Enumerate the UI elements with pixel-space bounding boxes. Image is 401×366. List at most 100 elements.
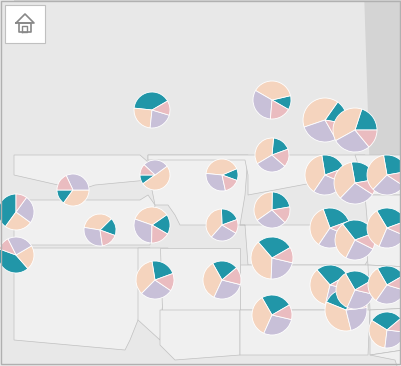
Polygon shape <box>239 310 369 355</box>
Wedge shape <box>324 168 344 183</box>
Wedge shape <box>354 109 376 130</box>
Wedge shape <box>221 209 237 225</box>
Wedge shape <box>0 249 28 273</box>
Wedge shape <box>134 219 152 243</box>
Wedge shape <box>16 197 34 223</box>
Wedge shape <box>135 207 166 225</box>
Wedge shape <box>333 162 354 198</box>
Wedge shape <box>57 176 73 190</box>
Wedge shape <box>384 330 401 348</box>
Wedge shape <box>252 90 271 119</box>
Wedge shape <box>324 120 346 139</box>
Wedge shape <box>354 233 374 249</box>
Wedge shape <box>386 172 401 186</box>
Wedge shape <box>309 209 329 244</box>
Polygon shape <box>160 310 239 360</box>
Polygon shape <box>138 248 168 340</box>
Wedge shape <box>326 289 358 310</box>
Wedge shape <box>221 175 237 191</box>
Wedge shape <box>257 237 290 258</box>
Wedge shape <box>345 240 372 260</box>
Wedge shape <box>318 228 348 248</box>
Polygon shape <box>239 265 369 310</box>
Wedge shape <box>142 166 170 190</box>
Polygon shape <box>239 225 369 265</box>
Wedge shape <box>140 175 155 184</box>
Wedge shape <box>5 212 30 230</box>
Wedge shape <box>144 160 167 175</box>
Wedge shape <box>84 214 111 230</box>
Wedge shape <box>350 162 375 183</box>
Wedge shape <box>383 155 401 175</box>
Wedge shape <box>329 221 349 236</box>
Polygon shape <box>14 195 155 245</box>
Wedge shape <box>346 290 373 309</box>
Polygon shape <box>364 230 401 270</box>
Wedge shape <box>84 227 102 246</box>
Wedge shape <box>342 220 373 240</box>
Wedge shape <box>335 130 368 152</box>
Wedge shape <box>372 175 401 195</box>
Polygon shape <box>354 155 401 195</box>
Wedge shape <box>150 110 169 128</box>
Wedge shape <box>368 321 386 348</box>
Wedge shape <box>386 221 401 236</box>
Wedge shape <box>271 192 289 210</box>
Wedge shape <box>257 155 284 172</box>
Wedge shape <box>375 285 401 304</box>
Wedge shape <box>322 208 348 228</box>
Wedge shape <box>302 98 337 127</box>
Wedge shape <box>100 219 116 235</box>
Wedge shape <box>221 268 241 285</box>
Wedge shape <box>255 81 290 100</box>
Wedge shape <box>332 108 361 141</box>
Polygon shape <box>148 155 247 225</box>
Wedge shape <box>152 101 170 115</box>
Wedge shape <box>253 192 271 220</box>
Wedge shape <box>367 269 386 300</box>
Polygon shape <box>160 248 239 310</box>
Wedge shape <box>100 230 115 246</box>
Wedge shape <box>221 169 237 180</box>
Wedge shape <box>8 237 31 255</box>
Wedge shape <box>371 312 400 330</box>
Wedge shape <box>316 265 346 285</box>
Wedge shape <box>16 194 26 212</box>
Wedge shape <box>345 294 366 310</box>
Wedge shape <box>140 165 155 175</box>
Wedge shape <box>212 261 236 280</box>
Wedge shape <box>257 210 284 228</box>
Wedge shape <box>271 149 288 166</box>
Wedge shape <box>386 276 401 291</box>
Wedge shape <box>263 315 291 335</box>
Wedge shape <box>345 307 366 330</box>
Wedge shape <box>57 190 73 203</box>
Wedge shape <box>366 211 386 246</box>
Wedge shape <box>354 130 376 147</box>
Wedge shape <box>261 295 289 315</box>
Wedge shape <box>271 138 287 155</box>
Polygon shape <box>359 195 401 230</box>
Wedge shape <box>136 261 155 294</box>
Wedge shape <box>378 228 401 248</box>
Wedge shape <box>254 138 273 164</box>
Wedge shape <box>321 155 343 175</box>
Wedge shape <box>155 273 174 291</box>
Wedge shape <box>324 102 346 124</box>
Wedge shape <box>205 173 225 191</box>
Wedge shape <box>66 174 89 190</box>
Wedge shape <box>309 270 329 305</box>
Wedge shape <box>63 190 89 206</box>
Polygon shape <box>14 0 401 155</box>
Wedge shape <box>134 108 152 128</box>
Wedge shape <box>0 239 16 255</box>
Wedge shape <box>270 100 288 119</box>
Wedge shape <box>386 318 401 332</box>
Wedge shape <box>313 175 342 195</box>
Wedge shape <box>250 242 271 279</box>
Wedge shape <box>271 96 290 109</box>
Wedge shape <box>304 120 335 142</box>
Wedge shape <box>271 305 291 320</box>
Polygon shape <box>14 248 150 350</box>
Wedge shape <box>206 159 236 175</box>
